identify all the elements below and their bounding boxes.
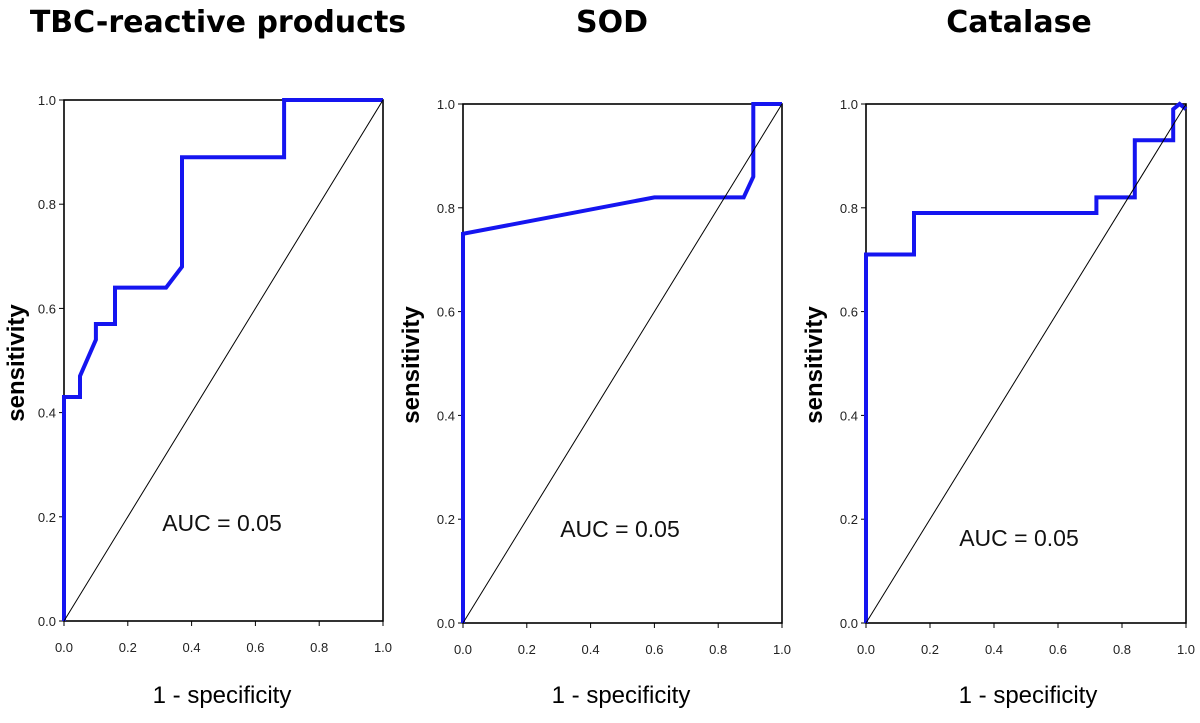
- auc-annotation: AUC = 0.05: [560, 516, 680, 542]
- y-tick-label: 0.0: [38, 614, 56, 629]
- roc-panel-tbc: TBC-reactive products sensitivity 1 - sp…: [3, 5, 406, 709]
- y-axis-label: sensitivity: [3, 304, 30, 422]
- x-tick-label: 0.6: [1049, 642, 1067, 657]
- y-tick-label: 0.0: [840, 616, 858, 631]
- roc-curve-line: [864, 101, 1188, 623]
- y-tick-label: 0.2: [437, 512, 455, 527]
- x-tick-label: 0.0: [55, 640, 73, 655]
- y-tick-label: 1.0: [840, 97, 858, 112]
- y-tick-label: 0.6: [38, 301, 56, 316]
- y-tick-label: 1.0: [437, 97, 455, 112]
- auc-annotation: AUC = 0.05: [162, 510, 282, 536]
- roc-curve-line: [461, 102, 782, 623]
- y-tick-label: 1.0: [38, 93, 56, 108]
- panel-title: TBC-reactive products: [30, 5, 406, 40]
- reference-diagonal-line: [63, 99, 384, 622]
- x-tick-label: 0.8: [310, 640, 328, 655]
- y-tick-label: 0.4: [840, 408, 858, 423]
- reference-diagonal-line: [462, 103, 783, 624]
- x-tick-label: 0.4: [985, 642, 1003, 657]
- plot-frame: [63, 99, 384, 622]
- y-tick-label: 0.8: [38, 197, 56, 212]
- x-tick-label: 1.0: [1177, 642, 1195, 657]
- roc-panel-catalase: Catalase sensitivity 1 - specificity AUC…: [801, 5, 1195, 709]
- x-tick-label: 0.2: [119, 640, 137, 655]
- y-tick-label: 0.6: [437, 305, 455, 320]
- y-axis-label: sensitivity: [801, 306, 828, 424]
- y-tick-label: 0.2: [38, 510, 56, 525]
- x-axis-label: 1 - specificity: [153, 682, 292, 709]
- x-tick-label: 1.0: [773, 642, 791, 657]
- auc-annotation: AUC = 0.05: [959, 525, 1079, 551]
- roc-curve-line: [62, 98, 383, 621]
- panel-title: SOD: [576, 5, 648, 40]
- x-tick-label: 0.0: [857, 642, 875, 657]
- x-tick-label: 0.8: [1113, 642, 1131, 657]
- y-tick-label: 0.8: [840, 201, 858, 216]
- x-tick-label: 1.0: [374, 640, 392, 655]
- x-tick-label: 0.2: [921, 642, 939, 657]
- x-tick-label: 0.6: [645, 642, 663, 657]
- reference-diagonal-line: [865, 103, 1187, 624]
- x-tick-label: 0.4: [183, 640, 201, 655]
- x-tick-label: 0.4: [582, 642, 600, 657]
- x-tick-label: 0.0: [454, 642, 472, 657]
- y-axis-label: sensitivity: [398, 306, 425, 424]
- y-tick-label: 0.2: [840, 512, 858, 527]
- y-tick-label: 0.6: [840, 305, 858, 320]
- y-tick-label: 0.0: [437, 616, 455, 631]
- y-tick-label: 0.4: [38, 406, 56, 421]
- x-axis-label: 1 - specificity: [552, 682, 691, 709]
- x-tick-label: 0.2: [518, 642, 536, 657]
- x-tick-label: 0.8: [709, 642, 727, 657]
- panel-title: Catalase: [946, 5, 1092, 40]
- roc-panel-sod: SOD sensitivity 1 - specificity AUC = 0.…: [398, 5, 791, 709]
- x-axis-label: 1 - specificity: [959, 682, 1098, 709]
- y-tick-label: 0.8: [437, 201, 455, 216]
- y-tick-label: 0.4: [437, 408, 455, 423]
- x-tick-label: 0.6: [246, 640, 264, 655]
